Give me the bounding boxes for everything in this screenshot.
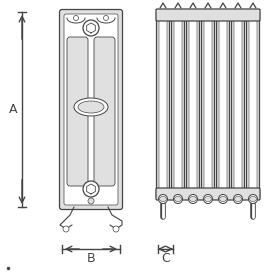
FancyBboxPatch shape <box>219 19 227 190</box>
Ellipse shape <box>160 197 167 202</box>
FancyBboxPatch shape <box>186 11 200 199</box>
Ellipse shape <box>218 195 228 204</box>
FancyBboxPatch shape <box>249 19 257 190</box>
FancyBboxPatch shape <box>234 19 242 190</box>
FancyBboxPatch shape <box>94 37 115 186</box>
Ellipse shape <box>249 197 256 202</box>
Ellipse shape <box>249 195 258 204</box>
FancyBboxPatch shape <box>60 10 123 209</box>
FancyBboxPatch shape <box>174 19 182 190</box>
Circle shape <box>63 226 69 232</box>
Text: B: B <box>87 251 95 265</box>
FancyBboxPatch shape <box>156 9 260 21</box>
Ellipse shape <box>74 98 108 116</box>
Ellipse shape <box>204 197 211 202</box>
Ellipse shape <box>158 195 167 204</box>
Ellipse shape <box>78 101 104 113</box>
FancyBboxPatch shape <box>159 19 167 190</box>
FancyBboxPatch shape <box>67 37 88 186</box>
Ellipse shape <box>174 197 181 202</box>
Circle shape <box>88 198 94 204</box>
Text: C: C <box>161 251 170 265</box>
FancyBboxPatch shape <box>171 11 185 199</box>
FancyBboxPatch shape <box>232 11 244 199</box>
Circle shape <box>83 181 99 197</box>
FancyBboxPatch shape <box>204 19 212 190</box>
Circle shape <box>113 226 119 232</box>
FancyBboxPatch shape <box>64 14 118 205</box>
Ellipse shape <box>190 197 197 202</box>
FancyBboxPatch shape <box>202 11 214 199</box>
Circle shape <box>83 20 99 36</box>
FancyBboxPatch shape <box>216 11 230 199</box>
Ellipse shape <box>234 195 242 204</box>
Ellipse shape <box>220 197 227 202</box>
FancyBboxPatch shape <box>157 11 169 199</box>
Ellipse shape <box>235 197 241 202</box>
Ellipse shape <box>204 195 213 204</box>
FancyBboxPatch shape <box>189 19 197 190</box>
FancyBboxPatch shape <box>246 11 260 199</box>
Ellipse shape <box>174 195 183 204</box>
Text: A: A <box>9 103 17 116</box>
FancyBboxPatch shape <box>156 188 260 200</box>
Ellipse shape <box>188 195 197 204</box>
